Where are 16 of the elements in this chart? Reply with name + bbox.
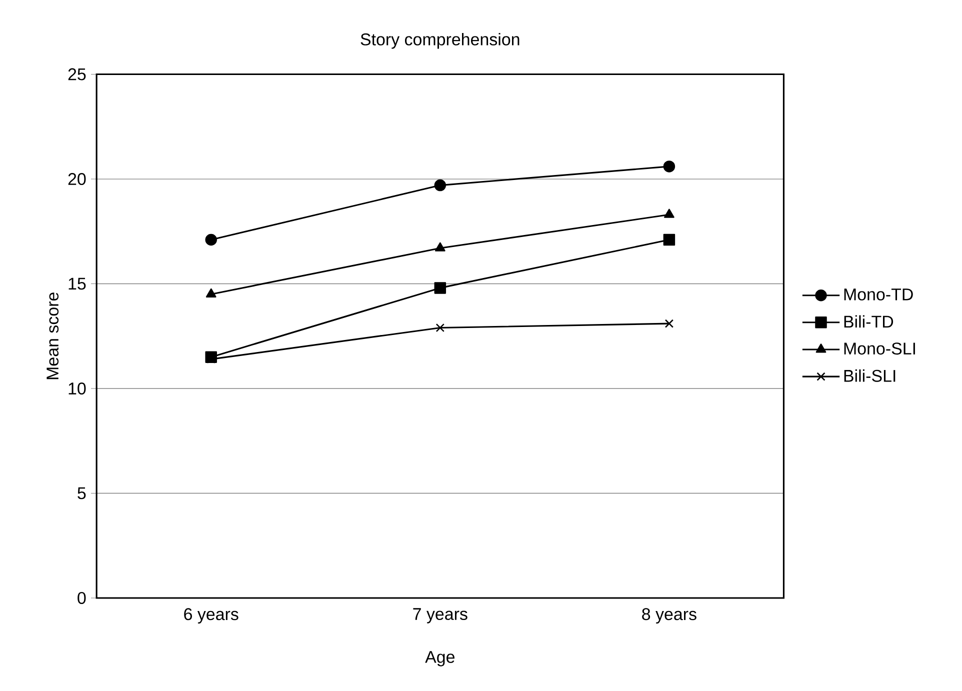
y-tick-label: 10 — [68, 382, 86, 395]
y-tick-label: 25 — [68, 68, 86, 80]
y-axis-title: Mean score — [46, 292, 59, 380]
y-tick-label: 0 — [78, 592, 86, 604]
legend-label: Bili-SLI — [844, 370, 896, 382]
chart-title: Story comprehension — [360, 33, 520, 49]
y-tick-label: 5 — [78, 487, 86, 500]
x-tick-label: 7 years — [413, 608, 468, 624]
legend-label: Mono-SLI — [844, 342, 915, 355]
x-axis-title: Age — [425, 651, 454, 666]
legend-label: Mono-TD — [844, 288, 913, 300]
legend-label: Bili-TD — [844, 315, 894, 328]
x-tick-label: 8 years — [642, 608, 696, 624]
x-tick-label: 6 years — [184, 608, 238, 624]
y-tick-label: 20 — [68, 173, 86, 186]
y-tick-label: 15 — [68, 278, 86, 290]
